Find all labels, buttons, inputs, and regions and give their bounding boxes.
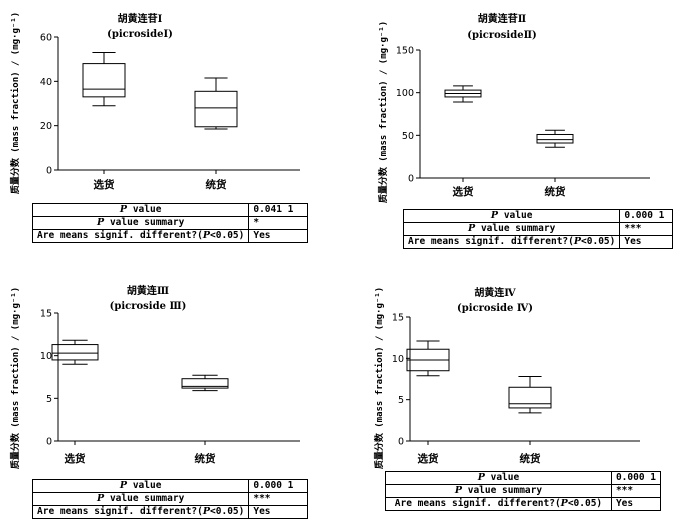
- x-category-label: 统货: [195, 452, 216, 465]
- p-value: 0.041 1: [248, 203, 308, 217]
- chart-3-svg: 胡黄连Ⅲ (picroside Ⅲ) 0 5 10 15 质量分数 (mass fracti…: [9, 284, 300, 469]
- y-tick-label: 5: [46, 394, 52, 405]
- box: [536, 133, 574, 144]
- chart-title: 胡黄连苷Ⅰ: [118, 12, 163, 25]
- chart-1-svg: 胡黄连苷Ⅰ (picrosideⅠ) 0 20 40 60 质量分数 (mass fract…: [9, 12, 300, 194]
- x-category-label: 选货: [453, 185, 474, 198]
- y-axis-label: 质量分数 (mass fraction) / (mg·g⁻¹): [377, 21, 389, 203]
- significance: Yes: [248, 505, 308, 519]
- x-category-label: 统货: [520, 452, 541, 465]
- chart-subtitle: (picroside Ⅲ): [110, 301, 187, 312]
- box: [51, 344, 99, 361]
- chart-panel-4: 胡黄连Ⅳ (picroside Ⅳ) 0 5 10 15 质量分数 (mass fracti…: [340, 270, 683, 528]
- stats-row-p-value: P value 0.000 1: [385, 471, 662, 485]
- y-tick-label: 5: [398, 395, 404, 406]
- x-category-label: 选货: [65, 452, 86, 465]
- stats-table-2: P value 0.000 1 P value summary *** Are me…: [402, 209, 673, 249]
- p-value-summary: *: [248, 216, 308, 230]
- y-tick-label: 15: [40, 309, 52, 320]
- chart-subtitle: (picroside Ⅳ): [457, 303, 533, 314]
- y-tick-label: 40: [40, 77, 52, 88]
- y-axis-label: 质量分数 (mass fraction) / (mg·g⁻¹): [9, 287, 21, 469]
- x-category-label: 选货: [418, 452, 439, 465]
- p-value-summary: ***: [610, 484, 662, 498]
- chart-subtitle: (picrosideⅡ): [467, 30, 537, 41]
- y-tick-label: 60: [40, 33, 52, 44]
- y-tick-label: 150: [396, 46, 414, 57]
- stats-row-p-value: P value 0.000 1: [402, 209, 673, 223]
- y-tick-label: 10: [392, 354, 404, 365]
- chart-title: 胡黄连Ⅳ: [474, 286, 516, 299]
- stats-row-summary: P value summary ***: [402, 222, 673, 236]
- chart-title: 胡黄连苷Ⅱ: [478, 12, 526, 25]
- p-value: 0.000 1: [248, 479, 308, 493]
- box: [181, 378, 229, 389]
- y-tick-label: 0: [46, 437, 52, 448]
- stats-row-summary: P value summary *: [31, 216, 308, 230]
- chart-subtitle: (picrosideⅠ): [107, 29, 173, 40]
- stats-table-3: P value 0.000 1 P value summary *** Are me…: [31, 479, 308, 519]
- box: [508, 386, 552, 409]
- p-value: 0.000 1: [619, 209, 673, 223]
- y-axis-label: 质量分数 (mass fraction) / (mg·g⁻¹): [9, 12, 21, 194]
- stats-row-significance: Are means signif. different?(P<0.05) Yes: [31, 229, 308, 243]
- stats-row-p-value: P value 0.000 1: [31, 479, 308, 493]
- x-category-label: 统货: [206, 178, 227, 191]
- stats-row-p-value: P value 0.041 1: [31, 203, 308, 217]
- y-tick-label: 50: [402, 131, 414, 142]
- significance: Yes: [619, 235, 673, 249]
- y-tick-label: 10: [40, 351, 52, 362]
- chart-2-svg: 胡黄连苷Ⅱ (picrosideⅡ) 0 50 100 150 质量分数 (mass fra…: [377, 12, 650, 203]
- y-tick-label: 15: [392, 313, 404, 324]
- p-value: 0.000 1: [610, 471, 662, 485]
- chart-panel-1: 胡黄连苷Ⅰ (picrosideⅠ) 0 20 40 60 质量分数 (mass fract…: [0, 0, 340, 250]
- box: [82, 63, 126, 98]
- stats-row-significance: Are means signif. different?(P<0.05) Yes: [31, 505, 308, 519]
- chart-panel-3: 胡黄连Ⅲ (picroside Ⅲ) 0 5 10 15 质量分数 (mass fracti…: [0, 270, 340, 528]
- y-tick-label: 20: [40, 121, 52, 132]
- y-tick-label: 100: [396, 88, 414, 99]
- p-value-summary: ***: [248, 492, 308, 506]
- y-tick-label: 0: [398, 437, 404, 448]
- stats-row-summary: P value summary ***: [31, 492, 308, 506]
- box: [194, 90, 238, 128]
- chart-4-svg: 胡黄连Ⅳ (picroside Ⅳ) 0 5 10 15 质量分数 (mass fracti…: [373, 286, 640, 469]
- significance: Yes: [610, 497, 662, 511]
- stats-row-summary: P value summary ***: [385, 484, 662, 498]
- stats-row-significance: Are means signif. different?(P<0.05) Yes: [402, 235, 673, 249]
- chart-title: 胡黄连Ⅲ: [127, 284, 169, 297]
- x-category-label: 统货: [545, 185, 566, 198]
- x-category-label: 选货: [94, 178, 115, 191]
- p-value-summary: ***: [619, 222, 673, 236]
- stats-row-significance: Are means signif. different?(P<0.05) Yes: [385, 497, 662, 511]
- y-tick-label: 0: [46, 166, 52, 177]
- y-axis-label: 质量分数 (mass fraction) / (mg·g⁻¹): [373, 287, 385, 469]
- significance: Yes: [248, 229, 308, 243]
- y-tick-label: 0: [408, 174, 414, 185]
- chart-panel-2: 胡黄连苷Ⅱ (picrosideⅡ) 0 50 100 150 质量分数 (mass fra…: [340, 0, 683, 260]
- stats-table-4: P value 0.000 1 P value summary *** Are me…: [385, 471, 662, 511]
- stats-table-1: P value 0.041 1 P value summary * Are mean…: [31, 203, 308, 243]
